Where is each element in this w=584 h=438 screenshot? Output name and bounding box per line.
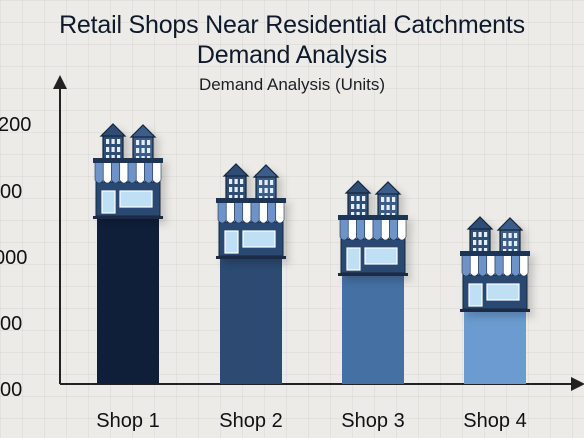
y-tick-label: 200 (0, 114, 31, 136)
bar-4 (460, 216, 530, 384)
x-tick-label: Shop 1 (96, 410, 159, 432)
storefront-icon (216, 163, 286, 259)
storefront-icon (460, 216, 530, 312)
chart-title: Retail Shops Near Residential Catchments (59, 11, 525, 39)
bar-2 (216, 163, 286, 384)
y-tick-label: 00 (0, 379, 22, 401)
bar-1 (93, 123, 163, 384)
bar-3 (338, 180, 408, 384)
chart-subtitle: Demand Analysis (Units) (198, 75, 386, 94)
y-tick-label: 00 (0, 313, 22, 335)
x-tick-label: Shop 3 (341, 410, 404, 432)
storefront-icon (338, 180, 408, 276)
x-tick-label: Shop 4 (463, 410, 526, 432)
storefront-icon (93, 123, 163, 219)
x-tick-label: Shop 2 (219, 410, 282, 432)
chart-title-line2: Demand Analysis (196, 41, 388, 69)
y-tick-label: 000 (0, 247, 27, 269)
y-tick-label: 00 (0, 181, 22, 203)
